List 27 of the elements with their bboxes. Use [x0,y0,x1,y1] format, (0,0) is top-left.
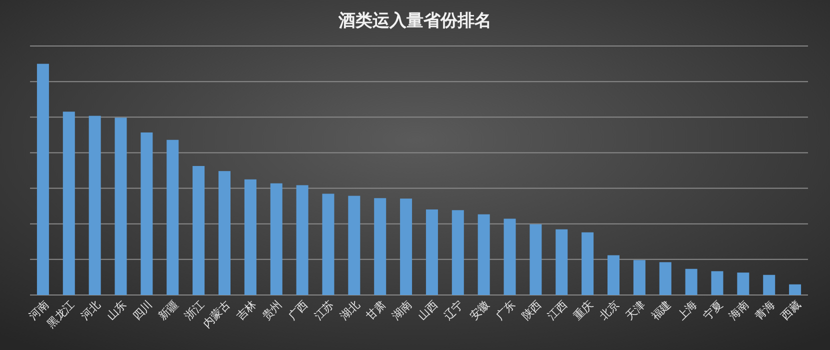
chart-title: 酒类运入量省份排名 [338,11,492,31]
x-tick-label: 湖北 [338,298,362,323]
x-tick-label: 安徽 [467,298,492,323]
x-tick-label: 海南 [726,298,752,323]
x-tick-label: 福建 [648,298,674,323]
x-tick-label: 广东 [493,298,518,323]
x-tick-label: 广西 [286,298,311,323]
x-tick-label: 西藏 [778,298,804,323]
x-tick-label: 河北 [78,298,104,323]
x-tick-label: 重庆 [571,298,596,323]
x-tick-label: 山西 [415,298,440,323]
x-tick-label: 贵州 [260,298,285,323]
x-tick-label: 宁夏 [700,298,726,323]
x-tick-label: 山东 [104,298,130,323]
x-tick-label: 江苏 [312,298,336,323]
x-tick-label: 上海 [674,298,700,323]
x-tick-label: 辽宁 [441,298,466,323]
x-tick-label: 青海 [752,298,778,323]
x-tick-label: 天津 [622,298,648,323]
x-tick-label: 北京 [596,298,622,323]
x-tick-label: 陕西 [519,298,544,323]
x-tick-label: 新疆 [156,298,181,323]
x-tick-label: 湖南 [390,298,414,323]
x-tick-label: 吉林 [234,298,259,323]
x-tick-label: 江西 [545,298,570,323]
x-tick-label: 四川 [130,298,155,323]
x-tick-label: 甘肃 [364,298,388,323]
